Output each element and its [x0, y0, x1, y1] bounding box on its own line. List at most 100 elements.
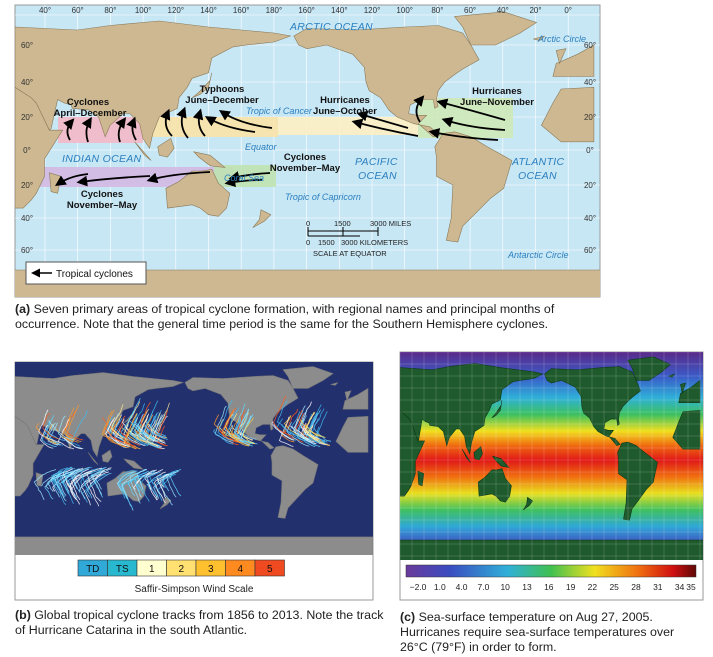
region-label: Hurricanes — [320, 95, 370, 106]
storm-track — [62, 468, 74, 497]
storm-track — [69, 471, 90, 501]
temperature-label: 19 — [566, 582, 576, 592]
storm-track — [33, 469, 57, 501]
storm-track — [213, 428, 234, 445]
region-label: Cyclones — [67, 97, 109, 108]
storm-track — [70, 410, 88, 447]
storm-track — [47, 422, 59, 446]
landmass — [329, 382, 339, 386]
longitude-label: 160° — [233, 6, 250, 15]
place-label: PACIFIC — [355, 156, 398, 168]
arrow — [413, 95, 425, 123]
place-label: ARCTIC OCEAN — [289, 21, 373, 33]
storm-track — [38, 409, 61, 444]
storm-track — [61, 470, 74, 493]
storm-track — [110, 404, 130, 441]
wind-category-label: 3 — [208, 564, 214, 575]
caption-text: Sea-surface temperature on Aug 27, 2005.… — [400, 610, 675, 654]
storm-track — [278, 416, 294, 447]
scale-label: 0 — [306, 219, 310, 228]
longitude-label: 120° — [364, 6, 381, 15]
arrow — [436, 98, 506, 121]
storm-track — [80, 466, 92, 487]
storm-track — [129, 418, 150, 446]
region-label: Hurricanes — [472, 86, 522, 97]
landmass — [667, 373, 676, 378]
landmass — [434, 131, 513, 243]
caption-c: (c) Sea-surface temperature on Aug 27, 2… — [400, 610, 705, 655]
place-label: OCEAN — [518, 170, 557, 182]
storm-track — [46, 415, 65, 442]
storm-track — [57, 467, 74, 504]
region-label: Typhoons — [200, 84, 245, 95]
landmass — [157, 137, 175, 158]
temperature-label: 28 — [631, 582, 641, 592]
scale-title: Saffir-Simpson Wind Scale — [135, 584, 254, 595]
storm-track — [48, 420, 74, 441]
storm-track — [141, 411, 162, 447]
storm-track — [152, 414, 166, 444]
temperature-label: 22 — [588, 582, 598, 592]
latitude-label: 40° — [584, 78, 596, 87]
storm-track — [152, 475, 172, 499]
place-label: Arctic Circle — [537, 34, 586, 44]
storm-track — [61, 407, 75, 442]
storm-track — [128, 398, 154, 438]
region-label: April–December — [54, 108, 127, 119]
storm-track — [146, 412, 161, 447]
storm-track — [118, 470, 138, 500]
storm-track — [133, 424, 146, 441]
longitude-label: 100° — [135, 6, 152, 15]
storm-track — [116, 471, 134, 492]
landmass — [678, 379, 701, 403]
storm-track — [46, 423, 60, 445]
arrow — [160, 108, 173, 137]
arrow — [441, 117, 506, 131]
storm-track — [86, 471, 110, 507]
place-label: OCEAN — [358, 170, 397, 182]
storm-track — [125, 427, 141, 450]
storm-track — [40, 424, 54, 449]
temperature-label: 31 — [653, 582, 663, 592]
longitude-label: 20° — [529, 6, 541, 15]
storm-track — [108, 432, 127, 449]
landmass — [134, 141, 152, 161]
storm-track — [80, 474, 102, 506]
latitude-label: 60° — [21, 41, 33, 50]
storm-track — [150, 414, 166, 444]
storm-track — [233, 418, 251, 443]
storm-track — [123, 433, 138, 449]
scale-label: SCALE AT EQUATOR — [313, 249, 387, 258]
storm-track — [50, 474, 63, 498]
caption-letter: (b) — [15, 608, 31, 622]
longitude-label: 60° — [464, 6, 476, 15]
storm-track — [161, 470, 176, 488]
storm-track — [149, 415, 168, 440]
landmass — [491, 455, 510, 468]
storm-track — [130, 417, 148, 443]
storm-track — [134, 423, 159, 442]
legend-label: Tropical cyclones — [56, 269, 133, 280]
longitude-label: 0° — [564, 6, 572, 15]
arrow — [63, 118, 75, 141]
storm-track — [292, 426, 312, 442]
arrow — [176, 106, 189, 139]
place-label: Antarctic Circle — [507, 250, 569, 260]
landmass — [15, 536, 373, 555]
latitude-label: 40° — [21, 214, 33, 223]
storm-track — [61, 468, 79, 483]
temperature-label: 1.0 — [434, 582, 446, 592]
storm-track — [83, 467, 107, 499]
arrow — [224, 176, 263, 188]
landmass — [270, 445, 319, 519]
caption-b: (b) Global tropical cyclone tracks from … — [15, 608, 385, 638]
place-label: Tropic of Cancer — [246, 106, 313, 116]
storm-track — [240, 415, 255, 444]
landmass — [192, 151, 226, 168]
caption-text: Global tropical cyclone tracks from 1856… — [15, 608, 384, 637]
storm-track — [296, 415, 316, 447]
storm-track — [214, 405, 234, 443]
landmass — [252, 209, 272, 228]
landmass — [477, 468, 512, 503]
